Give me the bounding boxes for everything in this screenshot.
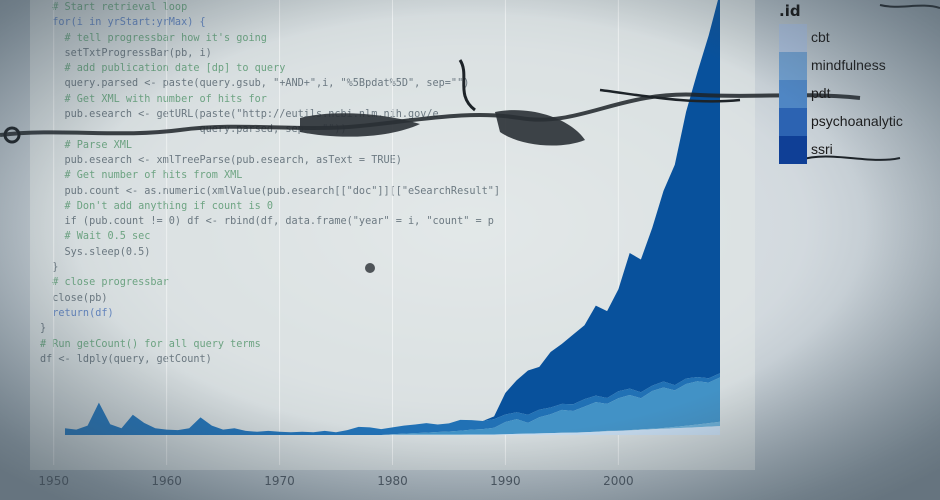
legend-item-cbt: cbt bbox=[779, 24, 929, 52]
legend-label: psychoanalytic bbox=[811, 113, 903, 129]
legend-title: .id bbox=[779, 2, 801, 20]
legend-label: cbt bbox=[811, 29, 830, 45]
legend-item-ssri: ssri bbox=[779, 136, 929, 164]
legend-item-mindfulness: mindfulness bbox=[779, 52, 929, 80]
legend-item-pdt: pdt bbox=[779, 80, 929, 108]
legend: cbt mindfulness pdt psychoanalytic ssri bbox=[775, 0, 940, 175]
legend-swatch bbox=[779, 136, 807, 164]
legend-swatch bbox=[779, 80, 807, 108]
legend-swatch bbox=[779, 108, 807, 136]
legend-label: ssri bbox=[811, 141, 833, 157]
legend-swatch bbox=[779, 52, 807, 80]
legend-label: mindfulness bbox=[811, 57, 886, 73]
legend-item-psychoanalytic: psychoanalytic bbox=[779, 108, 929, 136]
legend-label: pdt bbox=[811, 85, 831, 101]
legend-swatch bbox=[779, 24, 807, 52]
